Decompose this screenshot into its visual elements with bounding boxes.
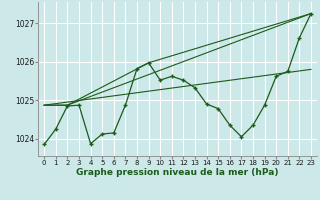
X-axis label: Graphe pression niveau de la mer (hPa): Graphe pression niveau de la mer (hPa): [76, 168, 279, 177]
